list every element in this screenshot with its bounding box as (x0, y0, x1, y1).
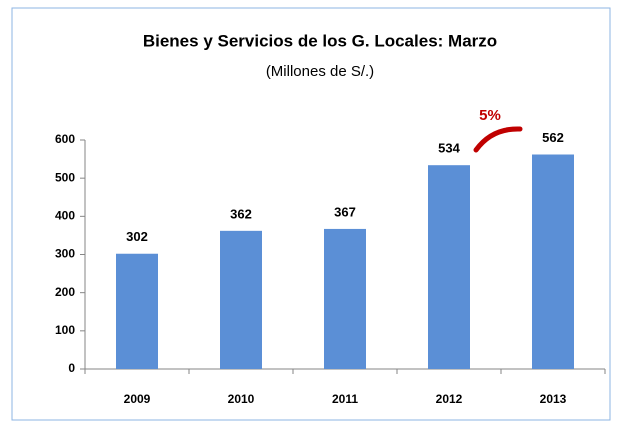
y-tick-label: 400 (55, 209, 75, 223)
annotation: 5% (479, 107, 501, 124)
annotation-arrow (473, 126, 523, 153)
y-tick-label: 300 (55, 247, 75, 261)
data-label: 362 (230, 206, 252, 221)
chart-title: Bienes y Servicios de los G. Locales: Ma… (143, 31, 497, 50)
bar (116, 253, 158, 369)
x-tick-label: 2011 (332, 392, 358, 406)
data-label: 302 (126, 229, 148, 244)
bar (324, 228, 366, 369)
data-label: 534 (438, 141, 460, 156)
x-tick-label: 2009 (124, 392, 151, 406)
chart-subtitle: (Millones de S/.) (266, 63, 374, 80)
bar (532, 154, 574, 369)
y-tick-label: 500 (55, 170, 75, 184)
data-label: 562 (542, 130, 564, 145)
x-tick-label: 2010 (228, 392, 255, 406)
bar (428, 165, 470, 369)
bar (220, 230, 262, 369)
data-label: 367 (334, 204, 356, 219)
x-tick-label: 2013 (540, 392, 567, 406)
y-tick-label: 200 (55, 285, 75, 299)
y-tick-label: 100 (55, 323, 75, 337)
x-tick-label: 2012 (436, 392, 463, 406)
y-tick-label: 0 (68, 361, 75, 375)
chart-border (11, 7, 611, 421)
y-tick-label: 600 (55, 132, 75, 146)
